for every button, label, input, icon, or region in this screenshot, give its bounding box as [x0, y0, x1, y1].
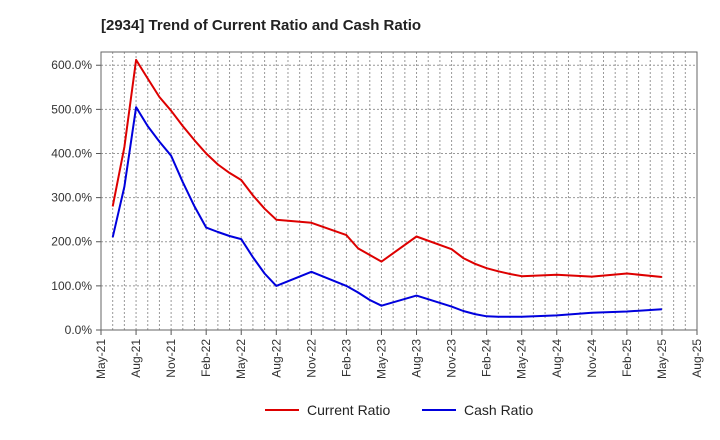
x-tick-label: Aug-24 [550, 339, 564, 378]
x-tick-label: Aug-22 [269, 339, 283, 378]
x-tick-label: Feb-25 [620, 339, 634, 377]
legend-label: Current Ratio [307, 402, 390, 418]
grid-layer [101, 52, 697, 331]
y-tick-label: 500.0% [51, 102, 92, 116]
x-tick-label: Aug-25 [690, 339, 704, 378]
y-tick-label: 0.0% [65, 323, 93, 337]
series-layer [111, 58, 662, 318]
legend-label: Cash Ratio [464, 402, 533, 418]
plot-border [100, 51, 698, 331]
x-tick-label: Feb-22 [199, 339, 213, 377]
y-tick-label: 600.0% [51, 58, 92, 72]
x-tick-label: Nov-22 [304, 339, 318, 378]
x-tick-label: May-25 [655, 339, 669, 379]
x-tick-label: May-24 [515, 339, 529, 379]
x-tick-label: May-22 [234, 339, 248, 379]
x-tick-label: May-21 [94, 339, 108, 379]
x-tick-label: May-23 [374, 339, 388, 379]
y-tick-label: 100.0% [51, 279, 92, 293]
legend: Current Ratio Cash Ratio [265, 402, 533, 418]
y-tick-label: 400.0% [51, 146, 92, 160]
x-tick-label: Aug-23 [410, 339, 424, 378]
series-line-cash-ratio [111, 106, 662, 318]
x-tick-label: Nov-24 [585, 339, 599, 378]
series-line-current-ratio [111, 58, 662, 278]
x-tick-label: Feb-24 [480, 339, 494, 377]
x-tick-label: Nov-21 [164, 339, 178, 378]
axis-layer: 0.0% 100.0% 200.0% 300.0% 400.0% 500.0% 600.0%… [51, 51, 704, 379]
x-tick-label: Aug-21 [129, 339, 143, 378]
y-tick-label: 200.0% [51, 235, 92, 249]
x-tick-label: Feb-23 [339, 339, 353, 377]
y-tick-label: 300.0% [51, 191, 92, 205]
chart-title: [2934] Trend of Current Ratio and Cash R… [101, 17, 421, 34]
x-tick-label: Nov-23 [445, 339, 459, 378]
